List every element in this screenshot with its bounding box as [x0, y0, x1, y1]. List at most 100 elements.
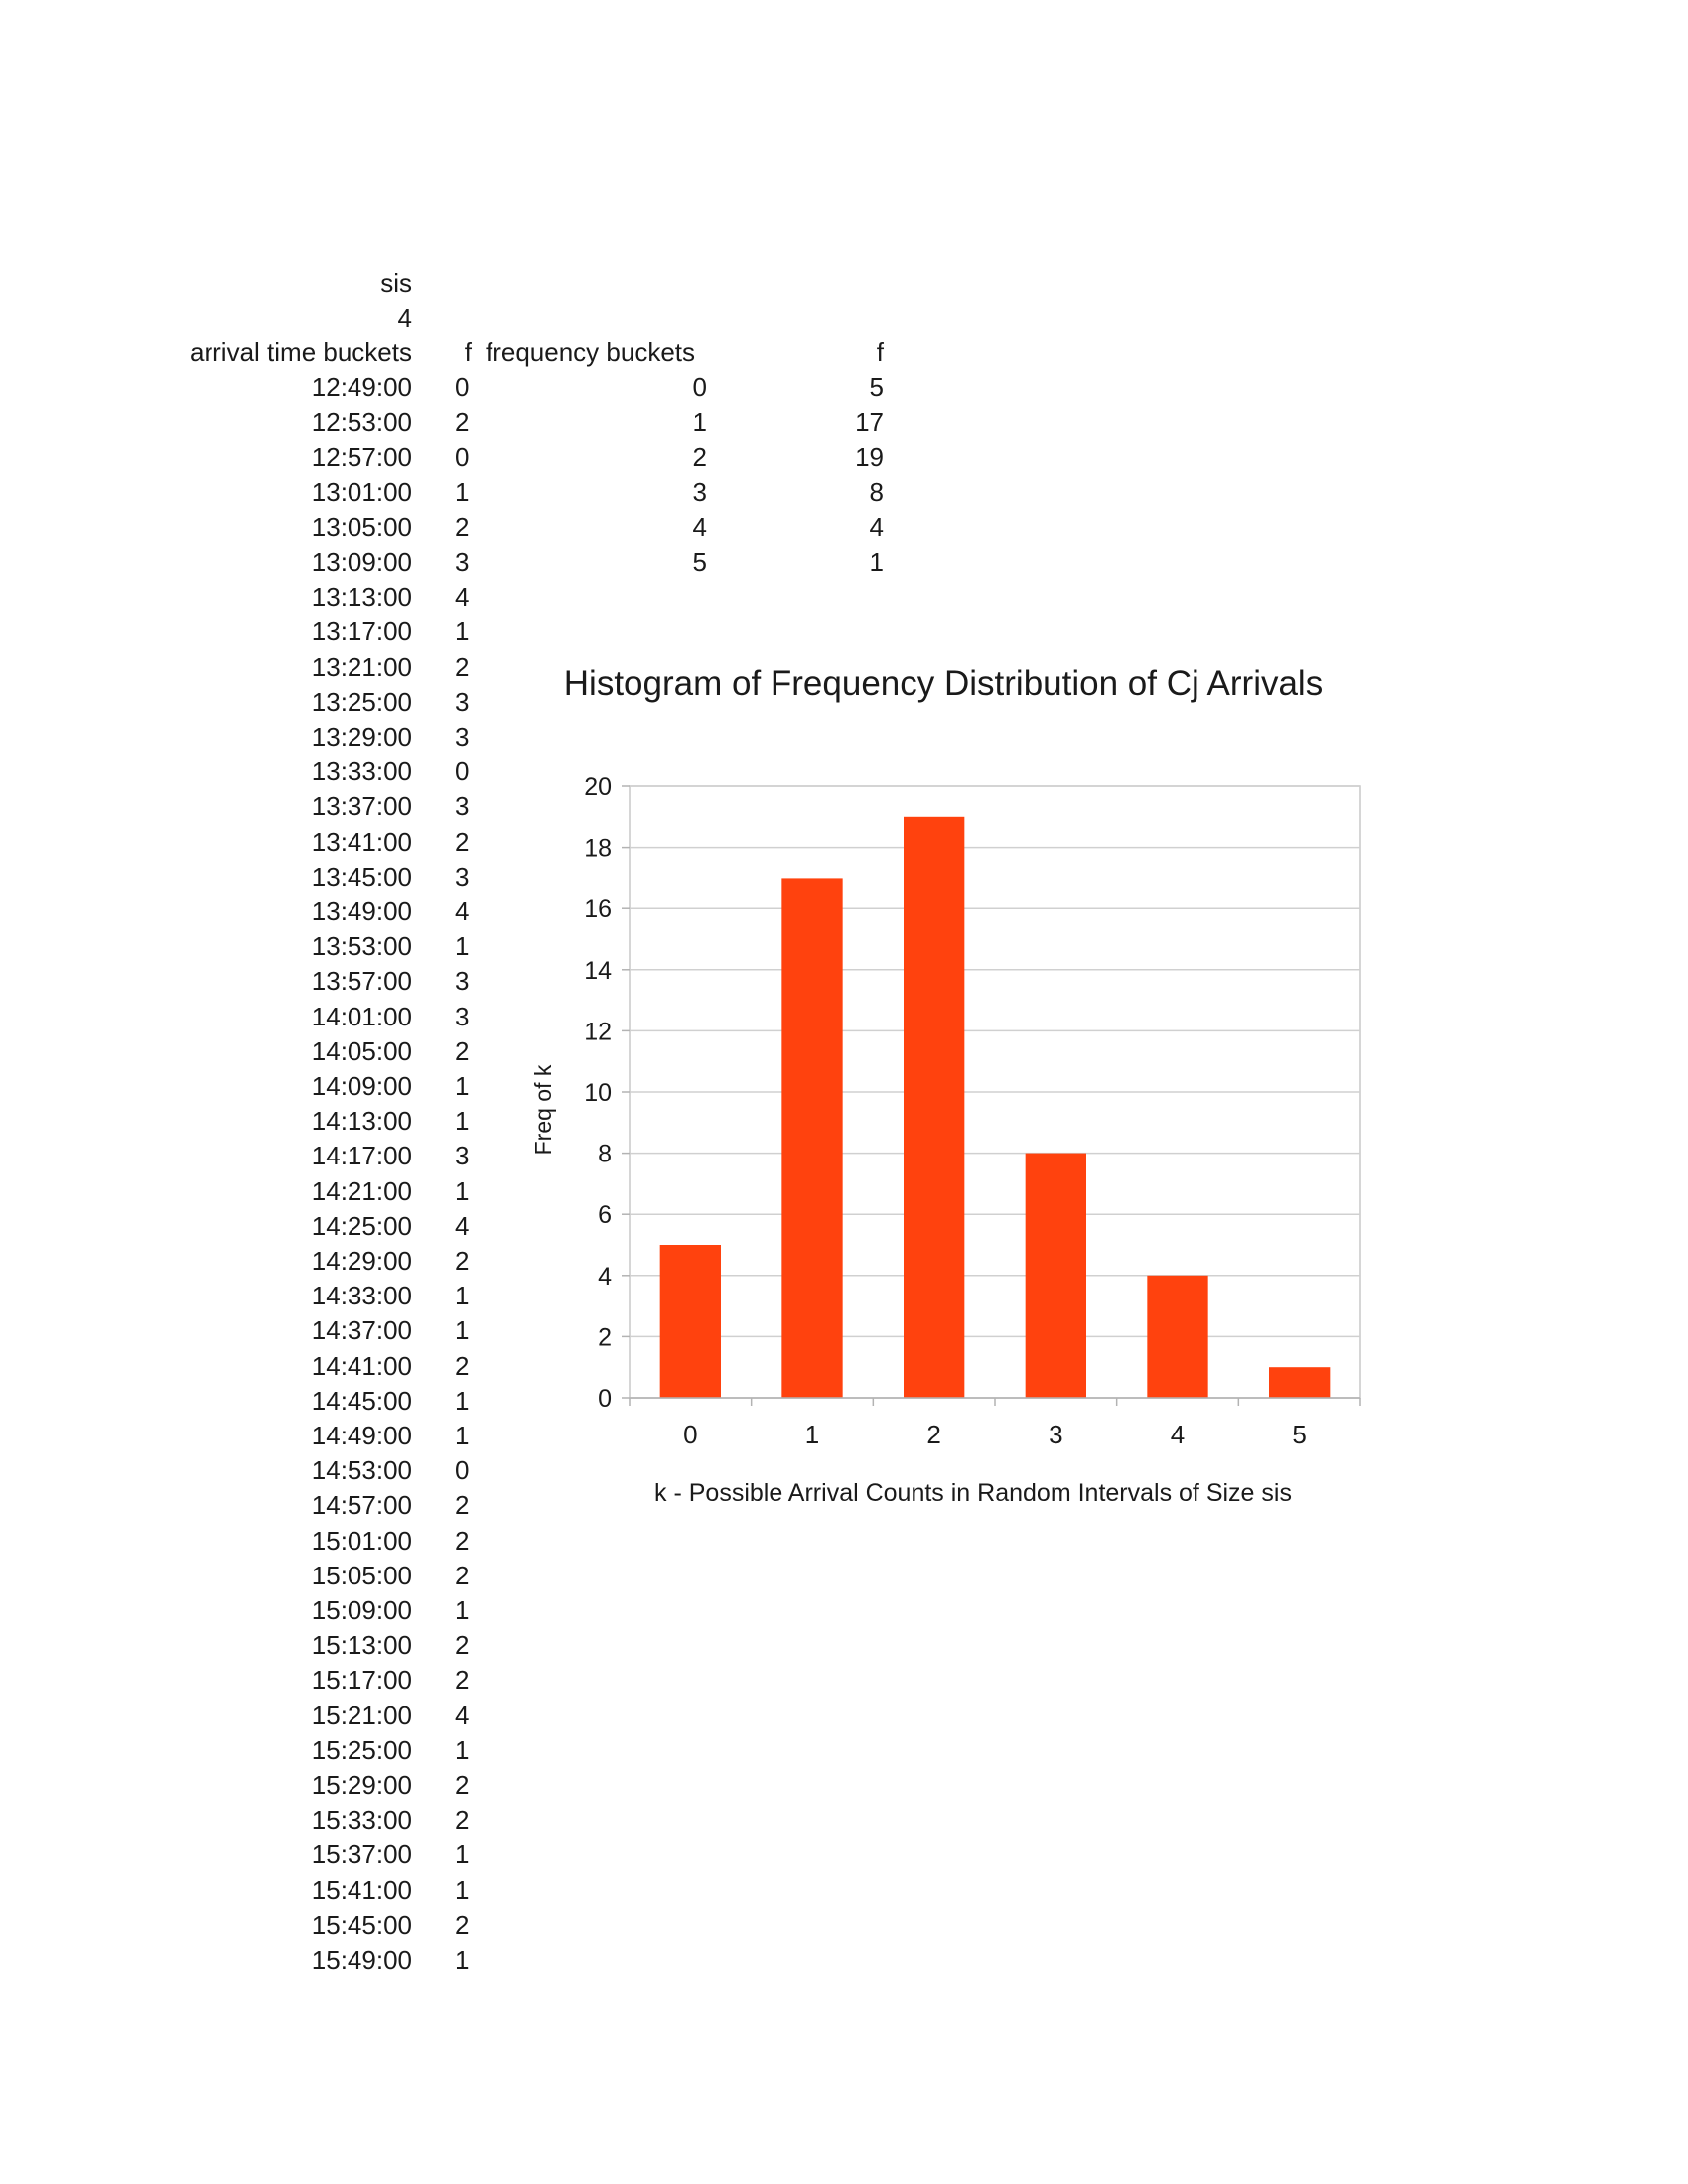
arrival-time-cell: 15:09:00: [311, 1595, 412, 1625]
arrival-f-cell: 2: [455, 1665, 470, 1696]
arrival-time-cell: 13:09:00: [311, 547, 412, 577]
arrival-time-cell: 13:45:00: [311, 861, 412, 891]
sis-value: 4: [397, 303, 412, 333]
arrival-time-cell: 13:29:00: [311, 722, 412, 751]
arrival-time-cell: 13:01:00: [311, 477, 412, 507]
arrival-f-cell: 2: [455, 826, 470, 857]
arrival-f-cell: 1: [455, 1385, 470, 1416]
y-tick-label: 18: [584, 835, 612, 863]
arrival-time-cell: 14:09:00: [311, 1071, 412, 1101]
grid-lines: [629, 785, 1361, 1399]
arrival-f-cell: 1: [455, 1281, 470, 1311]
arrival-time-cell: 14:05:00: [311, 1035, 412, 1066]
y-tick-label: 16: [584, 895, 612, 923]
arrival-time-cell: 13:57:00: [311, 966, 412, 997]
frequency-f-cell: 1: [869, 547, 884, 577]
arrival-time-cell: 15:49:00: [311, 1945, 412, 1975]
arrival-f-cell: 0: [455, 442, 470, 473]
arrival-f-cell: 2: [455, 407, 470, 438]
frequency-bucket-cell: 0: [692, 372, 707, 402]
arrival-time-cell: 12:53:00: [311, 407, 412, 438]
y-tick-label: 6: [598, 1201, 612, 1229]
arrival-f-cell: 2: [455, 1490, 470, 1521]
arrival-f-cell: 2: [455, 1035, 470, 1066]
y-tick-label: 12: [584, 1018, 612, 1045]
arrival-time-cell: 12:57:00: [311, 442, 412, 473]
arrival-time-cell: 13:33:00: [311, 756, 412, 787]
arrival-f-cell: 2: [455, 651, 470, 682]
arrival-f-cell: 3: [455, 861, 470, 891]
arrival-f-cell: 1: [455, 1734, 470, 1765]
arrival-time-cell: 14:13:00: [311, 1106, 412, 1137]
bar-k-5: [1269, 1367, 1331, 1398]
arrival-time-cell: 15:37:00: [311, 1840, 412, 1870]
bar-k-4: [1147, 1275, 1208, 1398]
x-axis-label: k - Possible Arrival Counts in Random In…: [654, 1479, 1292, 1507]
arrival-time-cell: 14:33:00: [311, 1281, 412, 1311]
arrival-f-cell: 1: [455, 1874, 470, 1905]
arrival-time-cell: 14:41:00: [311, 1350, 412, 1381]
arrival-f-cell: 1: [455, 1421, 470, 1450]
arrival-f-cell: 4: [455, 896, 470, 926]
arrival-time-cell: 13:17:00: [311, 616, 412, 647]
arrival-f-cell: 3: [455, 547, 470, 577]
f-header: f: [464, 338, 472, 367]
arrival-f-cell: 1: [455, 931, 470, 962]
arrival-f-cell: 2: [455, 1525, 470, 1556]
x-tick-label: 4: [1171, 1420, 1185, 1449]
frequency-bucket-cell: 4: [692, 511, 707, 542]
frequency-f-cell: 8: [869, 477, 884, 507]
arrival-time-cell: 14:49:00: [311, 1421, 412, 1450]
arrival-f-cell: 2: [455, 1805, 470, 1836]
arrival-time-cell: 13:25:00: [311, 686, 412, 717]
arrival-f-cell: 1: [455, 1175, 470, 1206]
arrival-f-cell: 1: [455, 1945, 470, 1975]
x-tick-label: 3: [1049, 1420, 1062, 1449]
arrival-f-cell: 0: [455, 372, 470, 402]
frequency-f-cell: 5: [869, 372, 884, 402]
arrival-f-cell: 0: [455, 756, 470, 787]
arrival-f-cell: 3: [455, 966, 470, 997]
arrival-time-cell: 13:37:00: [311, 791, 412, 822]
arrival-time-cell: 14:17:00: [311, 1141, 412, 1171]
arrival-time-cell: 14:37:00: [311, 1315, 412, 1346]
arrival-f-cell: 2: [455, 511, 470, 542]
y-tick-label: 2: [598, 1323, 612, 1351]
frequency-bucket-cell: 5: [692, 547, 707, 577]
frequency-f-cell: 17: [855, 407, 884, 438]
arrival-time-cell: 14:21:00: [311, 1175, 412, 1206]
arrival-f-cell: 2: [455, 1630, 470, 1661]
arrival-f-cell: 4: [455, 1210, 470, 1241]
arrival-f-cell: 1: [455, 1071, 470, 1101]
x-tick-label: 2: [926, 1420, 940, 1449]
arrival-time-cell: 15:25:00: [311, 1734, 412, 1765]
bars: [659, 816, 1331, 1398]
arrival-time-cell: 15:01:00: [311, 1525, 412, 1556]
arrival-f-cell: 3: [455, 722, 470, 751]
arrival-time-cell: 15:17:00: [311, 1665, 412, 1696]
frequency-f-cell: 19: [855, 442, 884, 473]
y-tick-label: 10: [584, 1079, 612, 1107]
arrival-f-cell: 4: [455, 582, 470, 613]
bar-k-0: [659, 1245, 721, 1398]
frequency-bucket-cell: 2: [692, 442, 707, 473]
arrival-f-cell: 4: [455, 1700, 470, 1730]
sis-label: sis: [380, 268, 412, 298]
arrival-time-cell: 15:29:00: [311, 1770, 412, 1800]
chart-title: Histogram of Frequency Distribution of C…: [564, 664, 1323, 703]
x-tick-label: 5: [1292, 1420, 1306, 1449]
y-tick-label: 14: [584, 957, 612, 985]
arrival-time-cell: 13:53:00: [311, 931, 412, 962]
arrival-f-cell: 1: [455, 1595, 470, 1625]
arrival-f-cell: 2: [455, 1770, 470, 1800]
arrival-time-cell: 12:49:00: [311, 372, 412, 402]
arrival-time-cell: 13:13:00: [311, 582, 412, 613]
arrival-time-cell: 14:45:00: [311, 1385, 412, 1416]
y-tick-label: 0: [598, 1385, 612, 1413]
arrival-f-cell: 1: [455, 1840, 470, 1870]
y-axis-label: Freq of k: [530, 1064, 556, 1155]
arrival-time-cell: 15:33:00: [311, 1805, 412, 1836]
arrival-f-cell: 2: [455, 1350, 470, 1381]
